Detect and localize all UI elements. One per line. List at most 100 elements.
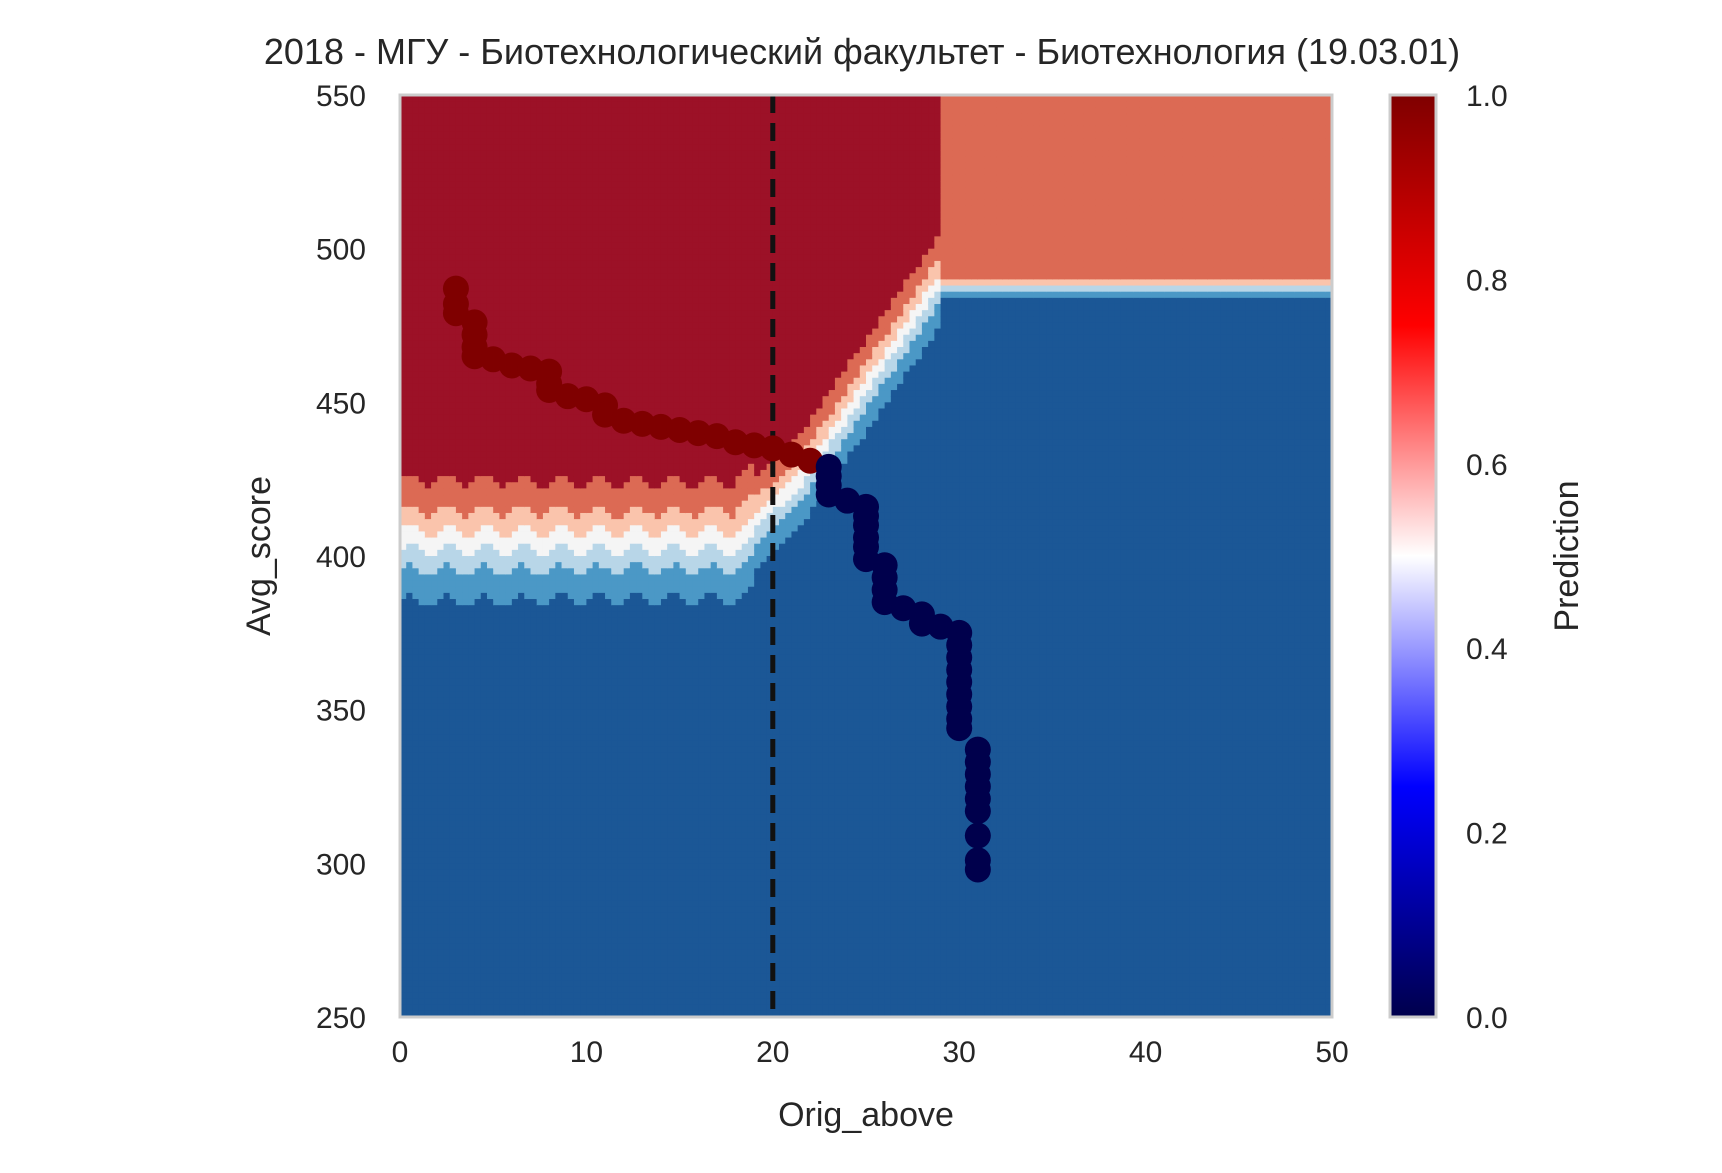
contour-cell [475, 734, 482, 741]
contour-cell [456, 439, 463, 446]
contour-cell [493, 470, 500, 477]
contour-cell [580, 771, 587, 778]
contour-cell [499, 292, 506, 299]
contour-cell [518, 144, 525, 151]
contour-cell [431, 796, 438, 803]
contour-cell [537, 347, 544, 354]
contour-cell [475, 415, 482, 422]
contour-cell [499, 869, 506, 876]
contour-cell [568, 691, 575, 698]
contour-cell [431, 820, 438, 827]
contour-cell [412, 255, 419, 262]
contour-cell [462, 617, 469, 624]
contour-cell [487, 304, 494, 311]
contour-cell [456, 956, 463, 963]
contour-cell [580, 156, 587, 163]
contour-cell [425, 341, 432, 348]
contour-cell [518, 796, 525, 803]
contour-cell [493, 593, 500, 600]
contour-cell [512, 992, 519, 999]
contour-cell [456, 747, 463, 754]
contour-cell [475, 943, 482, 950]
contour-cell [580, 783, 587, 790]
contour-cell [599, 384, 606, 391]
contour-cell [475, 808, 482, 815]
contour-cell [512, 648, 519, 655]
contour-cell [512, 919, 519, 926]
contour-cell [419, 316, 426, 323]
contour-cell [580, 648, 587, 655]
contour-cell [599, 611, 606, 618]
contour-cell [425, 679, 432, 686]
contour-cell [406, 249, 413, 256]
contour-cell [456, 740, 463, 747]
contour-cell [555, 888, 562, 895]
contour-cell [443, 359, 450, 366]
contour-cell [499, 599, 506, 606]
contour-cell [456, 882, 463, 889]
contour-cell [543, 101, 550, 108]
contour-cell [499, 857, 506, 864]
contour-cell [443, 796, 450, 803]
contour-cell [506, 962, 513, 969]
contour-cell [450, 667, 457, 674]
contour-cell [475, 691, 482, 698]
contour-cell [493, 1005, 500, 1012]
contour-cell [456, 378, 463, 385]
contour-cell [431, 273, 438, 280]
contour-cell [537, 624, 544, 631]
contour-cell [425, 956, 432, 963]
contour-cell [574, 562, 581, 569]
contour-cell [443, 833, 450, 840]
contour-cell [506, 458, 513, 465]
contour-cell [499, 101, 506, 108]
contour-cell [481, 421, 488, 428]
contour-cell [450, 636, 457, 643]
contour-cell [412, 464, 419, 471]
contour-cell [555, 507, 562, 514]
contour-cell [499, 968, 506, 975]
contour-cell [475, 433, 482, 440]
contour-cell [468, 427, 475, 434]
contour-cell [468, 648, 475, 655]
contour-cell [487, 624, 494, 631]
contour-cell [443, 384, 450, 391]
contour-cell [450, 138, 457, 145]
contour-cell [437, 974, 444, 981]
contour-cell [437, 452, 444, 459]
contour-cell [419, 359, 426, 366]
contour-cell [574, 716, 581, 723]
contour-cell [524, 648, 531, 655]
contour-cell [406, 365, 413, 372]
contour-cell [481, 452, 488, 459]
contour-cell [568, 132, 575, 139]
contour-cell [499, 833, 506, 840]
contour-cell [431, 335, 438, 342]
contour-cell [543, 716, 550, 723]
contour-cell [475, 986, 482, 993]
contour-cell [568, 974, 575, 981]
contour-cell [512, 531, 519, 538]
contour-cell [475, 163, 482, 170]
contour-cell [555, 913, 562, 920]
contour-cell [537, 943, 544, 950]
contour-cell [443, 538, 450, 545]
contour-cell [450, 753, 457, 760]
contour-cell [456, 249, 463, 256]
contour-cell [593, 470, 600, 477]
contour-cell [412, 163, 419, 170]
contour-cell [524, 808, 531, 815]
contour-cell [530, 814, 537, 821]
contour-cell [555, 796, 562, 803]
contour-cell [437, 107, 444, 114]
contour-cell [593, 771, 600, 778]
contour-cell [437, 365, 444, 372]
contour-cell [450, 544, 457, 551]
contour-cell [518, 230, 525, 237]
contour-cell [437, 562, 444, 569]
contour-cell [468, 691, 475, 698]
contour-cell [512, 802, 519, 809]
contour-cell [562, 894, 569, 901]
contour-cell [406, 470, 413, 477]
contour-cell [574, 728, 581, 735]
